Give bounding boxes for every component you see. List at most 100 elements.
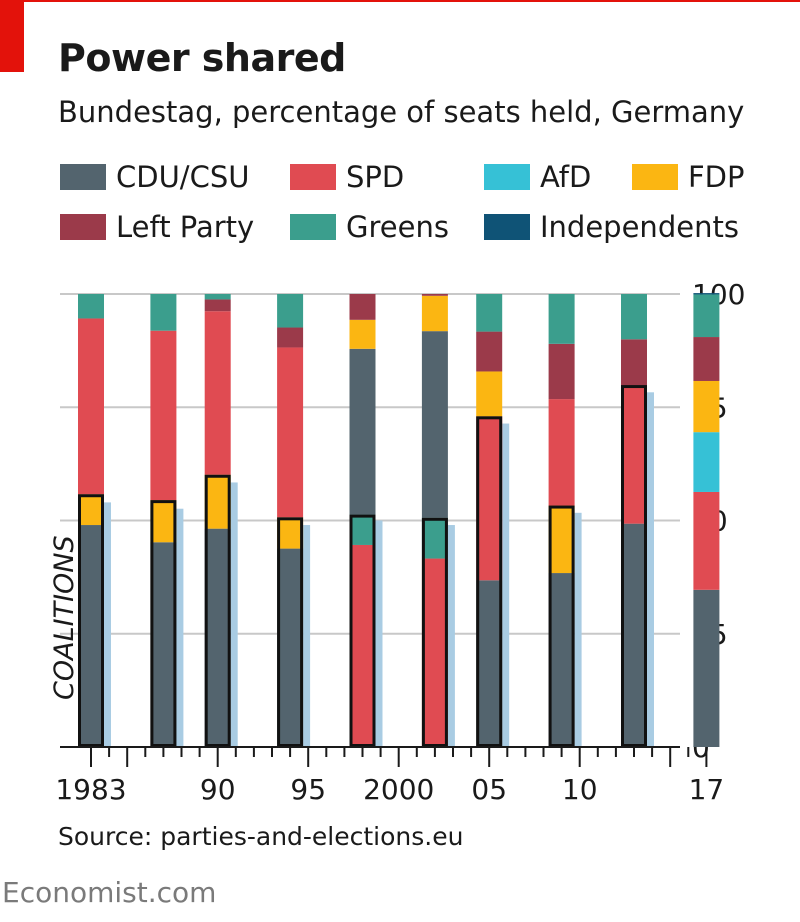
bar-segment-2013-greens: [621, 294, 647, 340]
election-bar-1990: [204, 294, 238, 747]
coalition-outline-1994: [277, 517, 304, 747]
majority-marker-1983: [104, 502, 111, 747]
legend-swatch-fdp: [632, 164, 678, 190]
legend-item-cdu-csu: CDU/CSU: [60, 160, 249, 194]
bar-segment-1990-fdp: [204, 474, 231, 529]
bar-segment-2009-fdp: [548, 505, 575, 574]
bar-segment-1994-spd: [277, 347, 304, 518]
bar-segment-2005-fdp: [476, 371, 503, 417]
election-bar-1994: [277, 294, 311, 747]
x-tick-label-90: 90: [200, 773, 236, 806]
bar-segment-2017-cdu-csu: [693, 589, 720, 747]
coalitions-axis-label: COALITIONS: [49, 535, 80, 700]
election-bar-2017: [693, 293, 720, 747]
economist-red-tag: [0, 0, 24, 72]
bar-segment-2017-independents: [693, 293, 720, 295]
legend-label-independents: Independents: [540, 210, 739, 244]
election-bar-1987: [150, 294, 184, 747]
bar-segment-1983-fdp: [78, 494, 104, 526]
coalition-outline-2009: [548, 505, 575, 747]
election-bar-2005: [476, 294, 510, 747]
bar-segment-1983-cdu-csu: [78, 525, 104, 747]
legend-label-cdu-csu: CDU/CSU: [116, 160, 250, 194]
election-bar-1983: [78, 294, 111, 747]
legend-label-spd: SPD: [346, 160, 405, 194]
bar-segment-1983-greens: [78, 294, 104, 319]
bar-segment-1987-spd: [150, 330, 177, 501]
x-tick-label-95: 95: [290, 773, 326, 806]
majority-marker-1994: [303, 525, 311, 747]
chart-subtitle: Bundestag, percentage of seats held, Ger…: [58, 95, 745, 129]
bar-segment-1998-cdu-csu: [349, 348, 376, 515]
bar-segment-1983-spd: [78, 318, 104, 495]
bar-segment-2002-spd: [421, 558, 448, 747]
bar-segment-2013-spd: [621, 385, 647, 524]
bar-segment-2005-cdu-csu: [476, 580, 503, 747]
majority-marker-2009: [574, 512, 582, 747]
bar-segment-1990-left-party: [204, 299, 231, 312]
majority-marker-2002: [447, 525, 455, 747]
coalition-outline-1987: [150, 500, 177, 747]
chart-title: Power shared: [58, 36, 346, 80]
bar-segment-1994-left-party: [277, 327, 304, 348]
legend-swatch-spd: [290, 164, 336, 190]
bar-segment-2017-greens: [693, 294, 720, 338]
legend-item-left-party: Left Party: [60, 210, 254, 244]
bar-segment-2009-greens: [548, 294, 575, 344]
bar-segment-1987-cdu-csu: [150, 542, 177, 747]
x-tick-label-10: 10: [562, 773, 598, 806]
legend-swatch-independents: [484, 214, 530, 240]
majority-marker-1987: [176, 508, 184, 747]
legend-item-afd: AfD: [484, 160, 591, 194]
bar-segment-2013-left-party: [621, 339, 647, 386]
bar-segment-1998-left-party: [349, 294, 376, 320]
legend-item-greens: Greens: [290, 210, 449, 244]
election-bar-1998: [349, 294, 383, 747]
bar-segment-2009-spd: [548, 399, 575, 506]
coalition-outline-2005: [476, 416, 503, 747]
bar-segment-2017-fdp: [693, 380, 720, 433]
bar-segment-2017-afd: [693, 432, 720, 492]
coalition-outline-2002: [421, 517, 448, 747]
bar-segment-2013-cdu-csu: [621, 523, 647, 747]
bar-segment-1994-cdu-csu: [277, 548, 304, 747]
bar-segment-2009-left-party: [548, 343, 575, 400]
bar-segment-2002-greens: [421, 517, 448, 559]
legend-swatch-afd: [484, 164, 530, 190]
legend-label-left-party: Left Party: [116, 210, 255, 244]
x-tick-label-17: 17: [689, 773, 725, 806]
coalition-outline-1983: [78, 494, 104, 747]
bar-segment-1994-greens: [277, 294, 304, 328]
coalition-outline-1998: [349, 514, 376, 747]
economist-logo: Economist.com: [2, 876, 217, 909]
bar-segment-2009-cdu-csu: [548, 573, 575, 747]
x-tick-label-2000: 2000: [363, 773, 434, 806]
top-rule: [0, 0, 800, 2]
majority-marker-1990: [230, 482, 238, 747]
election-bar-2009: [548, 294, 582, 747]
bar-segment-1990-cdu-csu: [204, 528, 231, 747]
coalition-outline-1990: [204, 474, 231, 747]
bar-segment-2002-fdp: [421, 295, 448, 332]
legend-label-afd: AfD: [540, 160, 592, 194]
legend-label-greens: Greens: [346, 210, 449, 244]
bar-segment-2017-left-party: [693, 337, 720, 381]
legend-item-fdp: FDP: [632, 160, 745, 194]
x-tick-label-05: 05: [471, 773, 507, 806]
legend-swatch-cdu-csu: [60, 164, 106, 190]
bar-segment-2002-left-party: [421, 294, 448, 296]
election-bar-2002: [421, 294, 455, 747]
coalition-outline-2013: [621, 385, 647, 747]
bar-segment-2005-left-party: [476, 331, 503, 372]
bar-segment-1994-fdp: [277, 517, 304, 549]
majority-marker-1998: [375, 520, 383, 747]
source-note: Source: parties-and-elections.eu: [58, 822, 464, 851]
bar-segment-2017-spd: [693, 491, 720, 590]
stacked-bar-chart: 0255075100198390952000051017COALITIONS: [49, 278, 745, 806]
majority-marker-2013: [647, 392, 654, 747]
legend-label-fdp: FDP: [688, 160, 745, 194]
election-bar-2013: [621, 294, 654, 747]
bar-segment-2005-spd: [476, 416, 503, 581]
bar-segment-1990-greens: [204, 294, 231, 300]
bar-segment-1987-fdp: [150, 500, 177, 543]
